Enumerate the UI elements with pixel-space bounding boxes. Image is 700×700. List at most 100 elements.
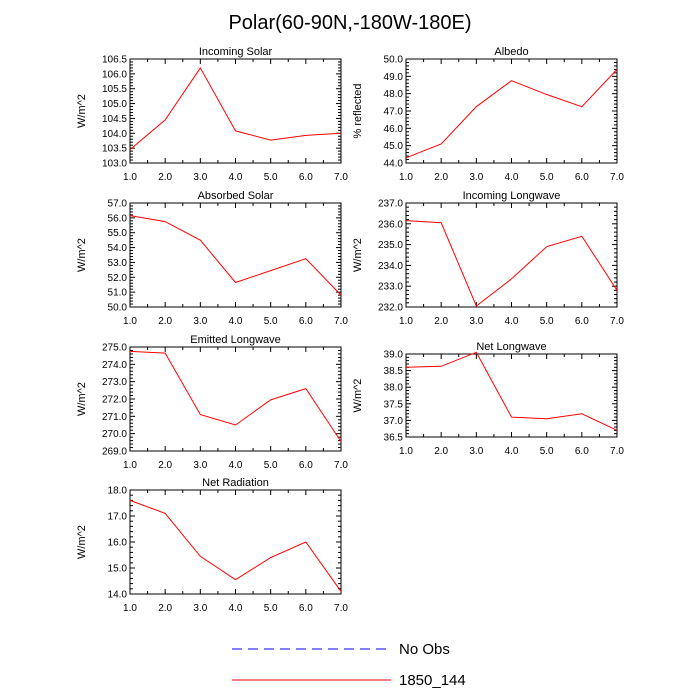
plot-frame — [129, 346, 342, 452]
x-tick-label: 4.0 — [229, 460, 243, 471]
y-tick-label: 272.0 — [102, 395, 127, 406]
x-tick-label: 5.0 — [540, 172, 554, 183]
panel-title: Emitted Longwave — [190, 334, 281, 346]
series-line-albedo — [405, 69, 618, 159]
y-tick-label: 16.0 — [108, 538, 128, 549]
panel-emitted-longwave: 1.0 2.0 3.0 4.0 5.0 6.0 7.0 269.0 270.0 271.0 272.… — [76, 334, 348, 471]
panel-net-radiation: 1.0 2.0 3.0 4.0 5.0 6.0 7.0 14.0 15.0 16.0 17.0 18.… — [76, 477, 348, 614]
y-axis-label: W/m^2 — [352, 379, 364, 413]
y-tick-label: 273.0 — [102, 377, 127, 388]
x-tick-label: 5.0 — [264, 603, 278, 614]
series-line-net-longwave — [405, 351, 618, 431]
x-tick-label: 4.0 — [505, 172, 519, 183]
y-tick-label: 269.0 — [102, 447, 127, 458]
y-tick-label: 104.0 — [102, 129, 127, 140]
panel-title: Albedo — [494, 46, 528, 58]
y-tick-label: 105.5 — [102, 84, 127, 95]
y-tick-label: 18.0 — [108, 486, 128, 497]
x-tick-label: 2.0 — [434, 172, 448, 183]
y-tick-label: 274.0 — [102, 360, 127, 371]
y-tick-label: 104.5 — [102, 114, 127, 125]
y-tick-label: 37.5 — [384, 399, 404, 410]
x-tick-label: 6.0 — [299, 460, 313, 471]
y-tick-label: 49.0 — [384, 72, 404, 83]
figure-title: Polar(60-90N,-180W-180E) — [228, 12, 471, 34]
y-tick-label: 53.0 — [108, 258, 128, 269]
y-tick-label: 236.0 — [378, 219, 403, 230]
y-tick-label: 47.0 — [384, 107, 404, 118]
legend: No Obs 1850_144 — [232, 641, 466, 689]
x-tick-label: 5.0 — [264, 316, 278, 327]
x-tick-label: 3.0 — [469, 446, 483, 457]
y-tick-label: 56.0 — [108, 213, 128, 224]
y-tick-label: 17.0 — [108, 512, 128, 523]
x-tick-label: 7.0 — [334, 460, 348, 471]
x-tick-label: 2.0 — [434, 446, 448, 457]
x-tick-label: 2.0 — [158, 603, 172, 614]
x-tick-label: 3.0 — [193, 316, 207, 327]
x-tick-label: 6.0 — [299, 316, 313, 327]
x-tick-label: 6.0 — [575, 316, 589, 327]
x-tick-label: 7.0 — [334, 316, 348, 327]
y-tick-label: 36.5 — [384, 433, 404, 444]
panel-incoming-solar: 1.0 2.0 3.0 4.0 5.0 6.0 7.0 103.0 103.5 104.0 104.… — [76, 46, 348, 183]
x-tick-label: 1.0 — [399, 446, 413, 457]
y-tick-label: 106.5 — [102, 55, 127, 66]
y-tick-label: 45.0 — [384, 141, 404, 152]
y-axis-label: % reflected — [352, 83, 364, 138]
x-tick-label: 2.0 — [158, 316, 172, 327]
panel-net-longwave: 1.0 2.0 3.0 4.0 5.0 6.0 7.0 36.5 37.0 37.5 38.0 38.… — [352, 341, 624, 457]
y-axis-label: W/m^2 — [76, 94, 88, 128]
x-tick-label: 1.0 — [123, 172, 137, 183]
y-tick-label: 14.0 — [108, 590, 128, 601]
y-tick-label: 233.0 — [378, 282, 403, 293]
panel-title: Net Longwave — [476, 341, 546, 353]
y-tick-label: 232.0 — [378, 303, 403, 314]
y-tick-label: 103.5 — [102, 144, 127, 155]
x-tick-label: 2.0 — [158, 460, 172, 471]
panel-title: Incoming Longwave — [463, 190, 561, 202]
panel-title: Net Radiation — [202, 477, 269, 489]
y-tick-label: 55.0 — [108, 228, 128, 239]
series-line-incoming-solar — [129, 66, 342, 151]
y-tick-label: 103.0 — [102, 159, 127, 170]
x-tick-label: 5.0 — [540, 316, 554, 327]
y-axis-label: W/m^2 — [76, 525, 88, 559]
plot-frame — [129, 489, 342, 595]
x-tick-label: 7.0 — [610, 446, 624, 457]
y-tick-label: 38.0 — [384, 383, 404, 394]
y-tick-label: 46.0 — [384, 124, 404, 135]
x-tick-label: 7.0 — [610, 316, 624, 327]
y-tick-label: 38.5 — [384, 366, 404, 377]
x-tick-label: 1.0 — [399, 316, 413, 327]
x-tick-label: 1.0 — [399, 172, 413, 183]
x-tick-label: 3.0 — [193, 603, 207, 614]
y-axis-label: W/m^2 — [76, 382, 88, 416]
y-tick-label: 52.0 — [108, 273, 128, 284]
x-tick-label: 5.0 — [264, 460, 278, 471]
y-tick-label: 105.0 — [102, 99, 127, 110]
series-line-absorbed-solar — [129, 215, 342, 296]
y-tick-label: 39.0 — [384, 350, 404, 361]
panels: 1.0 2.0 3.0 4.0 5.0 6.0 7.0 103.0 103.5 104.0 104.… — [76, 46, 624, 614]
y-tick-label: 48.0 — [384, 89, 404, 100]
plot-frame — [129, 202, 342, 308]
x-tick-label: 2.0 — [158, 172, 172, 183]
x-tick-label: 1.0 — [123, 603, 137, 614]
series-line-emitted-longwave — [129, 350, 342, 442]
panel-incoming-longwave: 1.0 2.0 3.0 4.0 5.0 6.0 7.0 232.0 233.0 234.0 235.… — [352, 190, 624, 327]
legend-label-no-obs: No Obs — [399, 641, 450, 658]
x-tick-label: 7.0 — [610, 172, 624, 183]
panel-title: Incoming Solar — [199, 46, 273, 58]
y-tick-label: 50.0 — [108, 303, 128, 314]
x-tick-label: 7.0 — [334, 603, 348, 614]
x-tick-label: 1.0 — [123, 316, 137, 327]
series-line-incoming-longwave — [405, 220, 618, 307]
y-tick-label: 51.0 — [108, 288, 128, 299]
x-tick-label: 4.0 — [229, 172, 243, 183]
y-tick-label: 234.0 — [378, 261, 403, 272]
plot-frame — [129, 58, 342, 164]
x-tick-label: 3.0 — [193, 460, 207, 471]
y-axis-label: W/m^2 — [352, 238, 364, 272]
